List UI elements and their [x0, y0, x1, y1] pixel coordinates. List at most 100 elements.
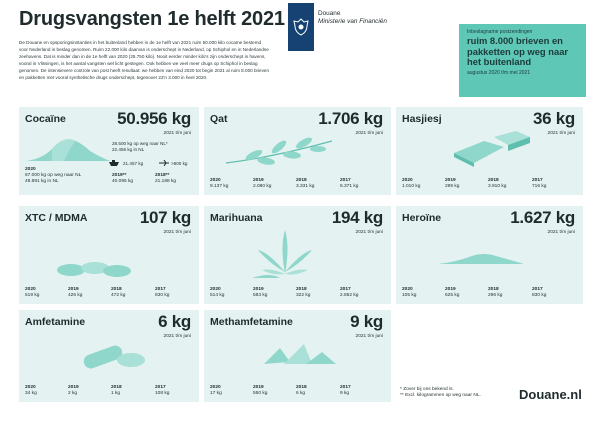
postal-seizure-value: ruim 8.000 brieven en pakketten op weg n… [467, 35, 569, 67]
card-qat-year-2020: 2020 9.137 kg [210, 178, 228, 190]
card-amfetamine-year-2020: 2020 34 kg [25, 385, 37, 397]
year-label: 2019 [253, 178, 264, 183]
year-label: 2018** [155, 173, 170, 178]
card-methamfetamine-year-2018: 2018 6 kg [296, 385, 307, 397]
card-marihuana-year-2017: 2017 2.852 kg [340, 287, 358, 299]
card-hasjiesj-year-2020: 2020 1.010 kg [402, 178, 420, 190]
card-xtc-period: 2021 t/m juni [163, 230, 191, 235]
year-value: 2 kg [68, 391, 78, 396]
card-xtc-year-2018: 2018 472 kg [111, 287, 125, 299]
card-amfetamine-name: Amfetamine [25, 316, 86, 328]
card-qat-year-2018: 2018 3.331 kg [296, 178, 314, 190]
card-marihuana-period: 2021 t/m juni [355, 230, 383, 235]
card-hasjiesj-year-2018: 2018 3.910 kg [488, 178, 506, 190]
card-amfetamine-year-2018: 2018 1 kg [111, 385, 122, 397]
year-value-a: 67.000 kg op weg naar NL [25, 173, 82, 178]
year-value: 17 kg [210, 391, 222, 396]
card-marihuana-name: Marihuana [210, 212, 263, 224]
year-label: 2019 [68, 287, 79, 292]
card-qat-period: 2021 t/m juni [355, 131, 383, 136]
logo-line1: Douane [318, 10, 341, 17]
card-amfetamine: Amfetamine 6 kg 2021 t/m juni 2020 34 kg 2019… [19, 310, 199, 402]
logo-line2: Ministerie van Financiën [318, 18, 387, 25]
card-cocaine-period: 2021 t/m juni [163, 131, 191, 136]
year-value: 472 kg [111, 293, 126, 298]
card-marihuana: Marihuana 194 kg 2021 t/m juni 2020 514 kg 20… [204, 206, 391, 304]
card-heroine-year-2019: 2019 625 kg [445, 287, 459, 299]
intro-text: De Douane en opsporingsinstanties in het… [19, 40, 270, 80]
card-methamfetamine-year-2020: 2020 17 kg [210, 385, 222, 397]
year-value: 296 kg [488, 293, 503, 298]
card-cocaine-plane-value: >800 kg [171, 161, 188, 166]
card-cocaine-note2: 22.456 kg in NL [112, 146, 145, 152]
year-value: 426 kg [68, 293, 83, 298]
year-label: 2017 [532, 287, 543, 292]
year-label: 2018 [111, 385, 122, 390]
card-qat-name: Qat [210, 113, 228, 125]
year-value: 2.852 kg [340, 293, 359, 298]
year-label: 2020 [210, 385, 221, 390]
cocaine-pile-icon [26, 139, 110, 161]
card-cocaine-notes: 28.500 kg op weg naar NL* 22.456 kg in N… [112, 141, 168, 153]
year-label: 2017 [340, 178, 351, 183]
card-xtc-year-2019: 2019 426 kg [68, 287, 82, 299]
ship-icon [109, 160, 119, 166]
card-qat-year-2019: 2019 2.080 kg [253, 178, 271, 190]
year-value: 9 kg [340, 391, 350, 396]
card-cocaine-kg: 50.956 kg [117, 109, 191, 128]
year-label: 2018 [488, 287, 499, 292]
douane-website-link[interactable]: Douane.nl [519, 387, 582, 402]
card-heroine-name: Heroïne [402, 212, 442, 224]
xtc-pills-icon [57, 262, 131, 277]
methamfetamine-crystals-icon [264, 344, 336, 364]
year-value: 9.137 kg [210, 184, 229, 189]
year-label: 2020 [210, 287, 221, 292]
card-xtc-name: XTC / MDMA [25, 212, 88, 224]
card-amfetamine-year-2019: 2019 2 kg [68, 385, 79, 397]
year-value-b: 48.891 kg in NL [25, 179, 59, 184]
card-amfetamine-year-2017: 2017 108 kg [155, 385, 169, 397]
card-marihuana-kg: 194 kg [331, 208, 383, 227]
year-label: 2018 [296, 385, 307, 390]
year-label: 2020 [25, 385, 36, 390]
year-value: 40.095 kg [112, 179, 134, 184]
year-value: 1.010 kg [402, 184, 421, 189]
year-label: 2018 [296, 287, 307, 292]
card-xtc-kg: 107 kg [139, 208, 191, 227]
postal-seizure-heading: Inbeslagname postzendingen [467, 29, 533, 35]
year-label: 2018 [296, 178, 307, 183]
year-label: 2019 [445, 178, 456, 183]
year-label: 2018 [488, 178, 499, 183]
card-heroine-kg: 1.627 kg [510, 208, 575, 227]
year-label: 2019 [445, 287, 456, 292]
card-hasjiesj-kg: 36 kg [533, 109, 575, 128]
card-hasjiesj-name: Hasjiesj [402, 113, 442, 125]
year-label: 2019 [253, 287, 264, 292]
qat-leaf-branch-icon [225, 137, 333, 165]
year-value: 514 kg [210, 293, 225, 298]
year-value: 550 kg [253, 391, 268, 396]
postal-seizure-period: augustus 2020 t/m mei 2021 [467, 69, 531, 76]
card-hasjiesj-period: 2021 t/m juni [547, 131, 575, 136]
card-xtc-year-2017: 2017 830 kg [155, 287, 169, 299]
card-methamfetamine-name: Methamfetamine [210, 316, 293, 328]
year-label: 2020 [402, 178, 413, 183]
year-value: 583 kg [253, 293, 268, 298]
year-value: 105 kg [402, 293, 417, 298]
card-heroine-year-2018: 2018 296 kg [488, 287, 502, 299]
year-value: 519 kg [25, 293, 40, 298]
year-label: 2017 [340, 287, 351, 292]
footnote-1: * Zover bij ons bekend is. [400, 387, 454, 392]
year-label: 2018 [111, 287, 122, 292]
rijksoverheid-logo [288, 3, 314, 51]
card-cocaine-ship-value: 21.457 kg [123, 161, 144, 166]
card-heroine-year-2020: 2020 105 kg [402, 287, 416, 299]
card-qat-kg: 1.706 kg [318, 109, 383, 128]
card-methamfetamine-kg: 9 kg [350, 312, 383, 331]
year-value: 1 kg [111, 391, 121, 396]
card-methamfetamine-year-2017: 2017 9 kg [340, 385, 351, 397]
card-heroine-period: 2021 t/m juni [547, 230, 575, 235]
year-value: 108 kg [155, 391, 170, 396]
year-value: 6 kg [296, 391, 306, 396]
card-xtc-year-2020: 2020 519 kg [25, 287, 39, 299]
